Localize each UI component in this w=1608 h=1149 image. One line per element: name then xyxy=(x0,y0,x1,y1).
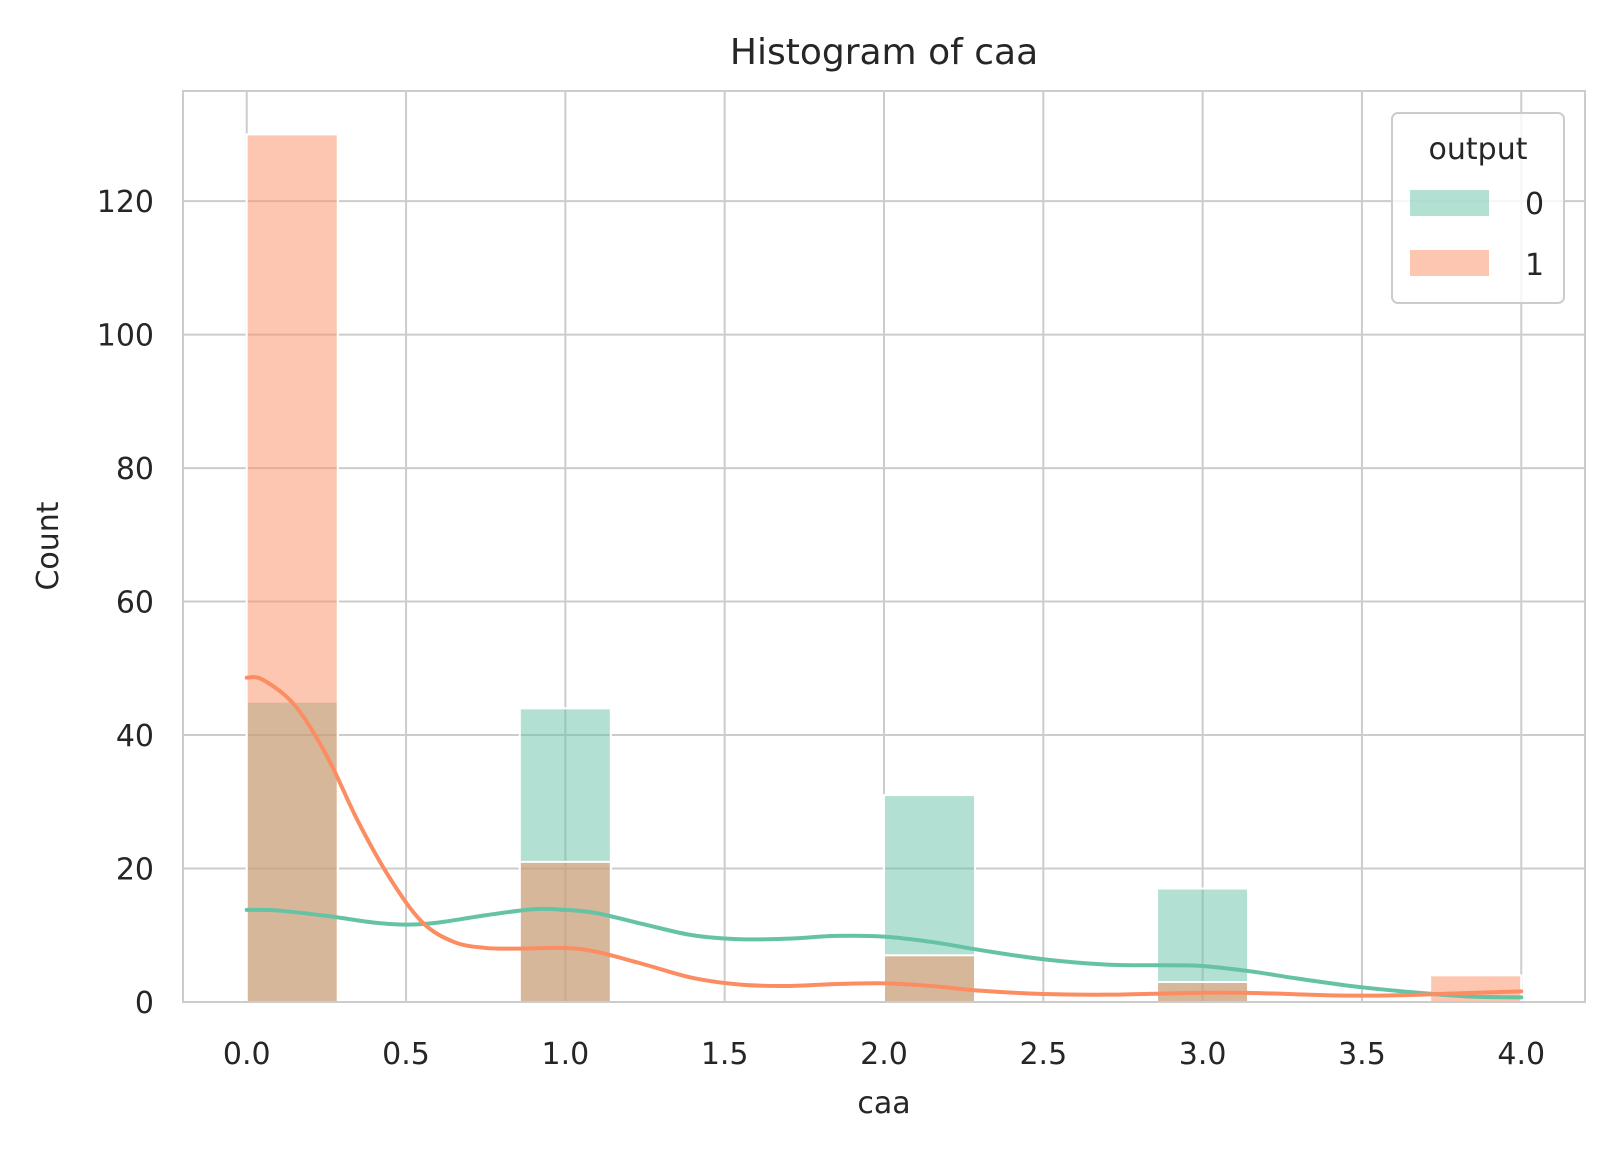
bar-series-1-bin-2 xyxy=(883,954,977,1003)
legend-label-1: 1 xyxy=(1525,248,1544,283)
chart-title: Histogram of caa xyxy=(730,32,1038,73)
legend-swatch-1 xyxy=(1410,250,1489,276)
y-tick-label: 80 xyxy=(116,452,154,487)
x-tick-label: 3.5 xyxy=(1338,1037,1386,1072)
x-axis-label: caa xyxy=(857,1086,910,1121)
legend-swatch-0 xyxy=(1410,190,1489,216)
x-tick-label: 2.0 xyxy=(860,1037,908,1072)
legend: output 0 1 xyxy=(1391,112,1565,304)
bar-series-1-bin-0 xyxy=(245,133,339,1003)
y-tick-label: 60 xyxy=(116,586,154,621)
legend-label-0: 0 xyxy=(1525,187,1544,222)
y-tick-label: 120 xyxy=(97,185,154,220)
y-tick-label: 20 xyxy=(116,853,154,888)
histogram-bars xyxy=(245,133,1523,1004)
y-axis-label: Count xyxy=(31,501,66,590)
x-tick-label: 1.0 xyxy=(542,1037,590,1072)
kde-curves xyxy=(244,675,1524,1000)
x-axis-ticks: 0.0 0.5 1.0 1.5 2.0 2.5 3.0 3.5 4.0 xyxy=(223,1037,1545,1072)
x-tick-label: 1.5 xyxy=(701,1037,749,1072)
y-tick-label: 0 xyxy=(135,986,154,1021)
x-tick-label: 0.5 xyxy=(382,1037,430,1072)
x-tick-label: 3.0 xyxy=(1179,1037,1227,1072)
grid xyxy=(183,91,1585,1003)
y-tick-label: 100 xyxy=(97,319,154,354)
legend-title: output xyxy=(1429,132,1528,167)
x-tick-label: 0.0 xyxy=(223,1037,271,1072)
x-tick-label: 2.5 xyxy=(1019,1037,1067,1072)
y-axis-ticks: 0 20 40 60 80 100 120 xyxy=(97,185,154,1021)
bar-series-1-bin-1 xyxy=(518,860,612,1003)
y-tick-label: 40 xyxy=(116,719,154,754)
plot-frame xyxy=(182,90,1586,1003)
x-tick-label: 4.0 xyxy=(1497,1037,1545,1072)
kde-line-series-1 xyxy=(244,675,1524,998)
